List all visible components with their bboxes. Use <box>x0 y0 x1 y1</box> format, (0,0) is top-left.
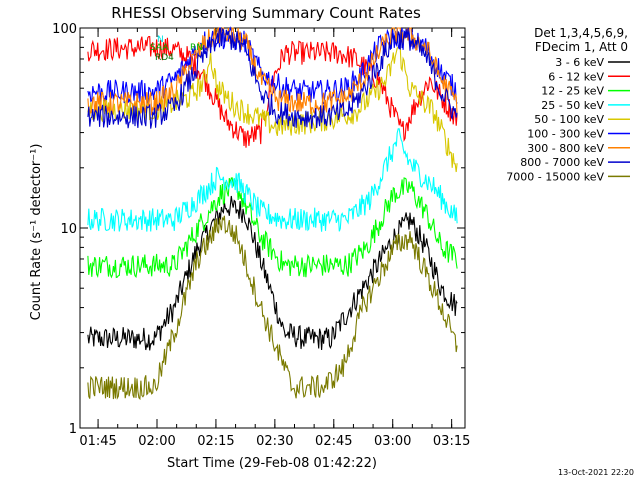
legend-header-line2: FDecim 1, Att 0 <box>535 40 628 54</box>
y-tick-label: 100 <box>52 22 77 37</box>
series-line-25-50-kev <box>87 128 458 232</box>
x-tick-label: 03:15 <box>433 434 470 449</box>
series-line-50-100-kev <box>87 44 458 173</box>
legend-label-12-25-kev: 12 - 25 keV <box>541 85 604 98</box>
flag-label-rn: RN <box>190 43 203 53</box>
flag-label-rd4: RD4 <box>155 53 174 63</box>
legend-label-25-50-kev: 25 - 50 keV <box>541 99 604 112</box>
legend-label-800-7000-kev: 800 - 7000 keV <box>520 156 604 169</box>
legend-label-300-800-kev: 300 - 800 keV <box>527 142 604 155</box>
series-line-6-12-kev <box>87 35 458 148</box>
legend: Det 1,3,4,5,6,9, FDecim 1, Att 0 3 - 6 k… <box>506 26 630 183</box>
flag-label-n: N <box>157 35 164 45</box>
x-tick-label: 02:15 <box>197 434 234 449</box>
series-line-300-800-kev <box>87 26 458 116</box>
legend-label-3-6-kev: 3 - 6 keV <box>555 56 604 69</box>
x-tick-label: 03:00 <box>374 434 411 449</box>
y-tick-label: 1 <box>69 422 77 437</box>
legend-header-line1: Det 1,3,4,5,6,9, <box>534 26 628 40</box>
legend-label-100-300-kev: 100 - 300 keV <box>527 128 604 141</box>
legend-label-7000-15000-kev: 7000 - 15000 keV <box>506 170 604 183</box>
series-line-12-25-kev <box>87 177 458 279</box>
x-tick-label: 01:45 <box>79 434 116 449</box>
series-layer <box>87 26 458 401</box>
x-axis-label: Start Time (29-Feb-08 01:42:22) <box>167 456 377 471</box>
x-tick-label: 02:30 <box>256 434 293 449</box>
x-tick-label: 02:00 <box>138 434 175 449</box>
series-line-7000-15000-kev <box>87 215 458 401</box>
legend-label-6-12-kev: 6 - 12 keV <box>548 70 604 83</box>
chart-title: RHESSI Observing Summary Count Rates <box>111 4 421 22</box>
y-axis-label: Count Rate (s⁻¹ detector⁻¹) <box>29 144 44 321</box>
timestamp: 13-Oct-2021 22:20 <box>558 468 634 477</box>
y-tick-label: 10 <box>60 222 77 237</box>
x-tick-label: 02:45 <box>315 434 352 449</box>
flag-label-saa: SAA <box>150 43 169 53</box>
plot-axes: 1 10 100 01:45 02:00 02:15 02:30 02:45 03:00 03:1… <box>52 22 470 449</box>
series-line-800-7000-kev <box>87 27 458 129</box>
legend-label-50-100-kev: 50 - 100 keV <box>534 113 604 126</box>
